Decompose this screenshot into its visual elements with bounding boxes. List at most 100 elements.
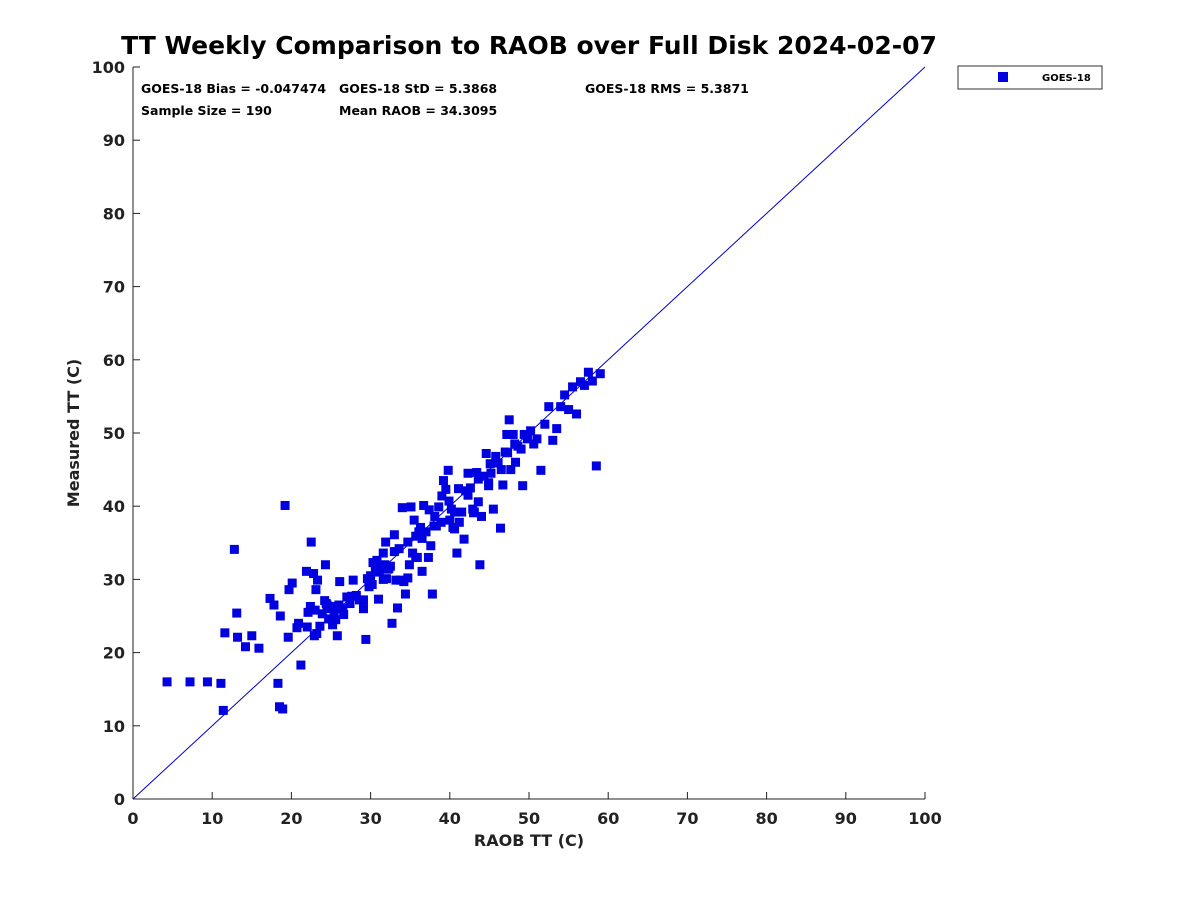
legend-label-goes-18: GOES-18 bbox=[1042, 73, 1091, 84]
data-point bbox=[389, 530, 399, 540]
y-tick-label: 20 bbox=[103, 644, 125, 663]
data-point bbox=[516, 444, 526, 454]
data-point bbox=[445, 515, 455, 525]
data-point bbox=[476, 511, 486, 521]
data-point bbox=[434, 502, 444, 512]
data-point bbox=[303, 607, 313, 617]
data-point bbox=[463, 468, 473, 478]
data-point bbox=[404, 560, 414, 570]
data-point bbox=[493, 458, 503, 468]
data-point bbox=[339, 610, 349, 620]
data-point bbox=[301, 566, 311, 576]
data-point bbox=[583, 367, 593, 377]
data-point bbox=[457, 507, 467, 517]
data-point bbox=[411, 552, 421, 562]
data-point bbox=[347, 591, 357, 601]
data-point bbox=[421, 527, 431, 537]
data-point bbox=[283, 632, 293, 642]
data-point bbox=[311, 585, 321, 595]
data-point bbox=[358, 595, 368, 605]
data-point bbox=[443, 465, 453, 475]
stat-sample-size: Sample Size = 190 bbox=[141, 103, 272, 118]
y-tick-label: 30 bbox=[103, 570, 125, 589]
x-tick-label: 80 bbox=[755, 809, 777, 828]
y-tick-label: 70 bbox=[103, 278, 125, 297]
data-point bbox=[498, 480, 508, 490]
data-point bbox=[526, 426, 536, 436]
data-point bbox=[361, 634, 371, 644]
data-point bbox=[417, 566, 427, 576]
data-point bbox=[417, 533, 427, 543]
y-tick-label: 0 bbox=[114, 790, 125, 809]
data-point bbox=[437, 491, 447, 501]
data-point bbox=[496, 465, 506, 475]
data-point bbox=[441, 484, 451, 494]
data-point bbox=[529, 439, 539, 449]
legend: GOES-18 bbox=[957, 65, 1103, 90]
stat-rms: GOES-18 RMS = 5.3871 bbox=[585, 81, 749, 96]
data-point bbox=[397, 503, 407, 513]
data-point bbox=[540, 419, 550, 429]
data-point bbox=[284, 585, 294, 595]
data-point bbox=[329, 610, 339, 620]
data-point bbox=[485, 459, 495, 469]
x-tick-label: 10 bbox=[201, 809, 223, 828]
data-point bbox=[427, 589, 437, 599]
data-point bbox=[378, 548, 388, 558]
stats-box: GOES-18 Bias = -0.047474 GOES-18 StD = 5… bbox=[141, 81, 749, 118]
y-tick-label: 10 bbox=[103, 717, 125, 736]
data-point bbox=[389, 547, 399, 557]
data-point bbox=[317, 609, 327, 619]
x-tick-label: 70 bbox=[676, 809, 698, 828]
data-point bbox=[306, 537, 316, 547]
data-point bbox=[320, 560, 330, 570]
data-point bbox=[572, 409, 582, 419]
axis-ticks: 0 10 20 30 40 50 60 70 80 90 100 0 10 20 30 40 50 60 70 80 9… bbox=[92, 58, 942, 828]
data-point bbox=[265, 593, 275, 603]
x-tick-label: 40 bbox=[439, 809, 461, 828]
data-point bbox=[309, 631, 319, 641]
plot-area: 0 10 20 30 40 50 60 70 80 90 100 0 10 20 30 40 50 60 70 80 9… bbox=[92, 58, 942, 828]
data-point bbox=[459, 534, 469, 544]
x-tick-label: 50 bbox=[518, 809, 540, 828]
stat-std: GOES-18 StD = 5.3868 bbox=[339, 81, 497, 96]
data-point bbox=[335, 577, 345, 587]
data-point bbox=[273, 678, 283, 688]
data-point bbox=[463, 490, 473, 500]
data-point bbox=[372, 555, 382, 565]
data-point bbox=[579, 380, 589, 390]
data-point bbox=[473, 474, 483, 484]
x-tick-label: 60 bbox=[597, 809, 619, 828]
data-point bbox=[378, 574, 388, 584]
data-point bbox=[503, 448, 513, 458]
data-point bbox=[366, 571, 376, 581]
data-point bbox=[436, 517, 446, 527]
data-point bbox=[381, 537, 391, 547]
data-point bbox=[518, 481, 528, 491]
data-point bbox=[367, 580, 377, 590]
data-point bbox=[331, 615, 341, 625]
data-point bbox=[587, 376, 597, 386]
data-point bbox=[426, 541, 436, 551]
data-point bbox=[302, 622, 312, 632]
data-point bbox=[564, 405, 574, 415]
data-point bbox=[313, 575, 323, 585]
data-point bbox=[348, 575, 358, 585]
y-tick-label: 100 bbox=[92, 58, 125, 77]
x-tick-label: 20 bbox=[280, 809, 302, 828]
data-point bbox=[450, 524, 460, 534]
x-tick-label: 30 bbox=[359, 809, 381, 828]
data-point bbox=[321, 599, 331, 609]
y-axis-label: Measured TT (C) bbox=[64, 359, 83, 507]
data-point bbox=[232, 608, 242, 618]
data-point bbox=[495, 523, 505, 533]
data-point bbox=[202, 677, 212, 687]
data-point bbox=[544, 402, 554, 412]
data-point bbox=[469, 508, 479, 518]
data-point bbox=[332, 631, 342, 641]
data-point bbox=[532, 434, 542, 444]
data-point bbox=[522, 434, 532, 444]
data-point bbox=[486, 468, 496, 478]
data-point bbox=[560, 390, 570, 400]
